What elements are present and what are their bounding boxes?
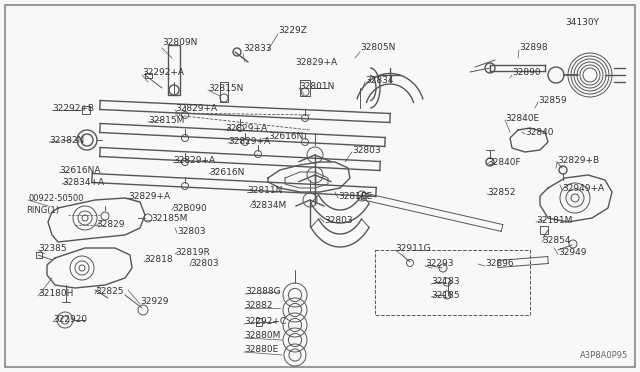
Text: RING(1): RING(1) bbox=[26, 205, 59, 215]
Text: 32292+A: 32292+A bbox=[142, 67, 184, 77]
Text: 32829+A: 32829+A bbox=[225, 124, 267, 132]
Text: 32185M: 32185M bbox=[151, 214, 188, 222]
Text: 32829+A: 32829+A bbox=[173, 155, 215, 164]
Text: 32818E: 32818E bbox=[338, 192, 372, 201]
Text: 32385: 32385 bbox=[38, 244, 67, 253]
Text: 32888G: 32888G bbox=[245, 288, 280, 296]
Text: A3P8A0P95: A3P8A0P95 bbox=[580, 351, 628, 360]
Text: 32815N: 32815N bbox=[208, 83, 243, 93]
Text: 32801N: 32801N bbox=[299, 81, 334, 90]
Text: 32929: 32929 bbox=[140, 298, 168, 307]
Text: 32180H: 32180H bbox=[38, 289, 74, 298]
Text: 32949: 32949 bbox=[558, 247, 586, 257]
Text: 32811N: 32811N bbox=[247, 186, 282, 195]
Text: 32834+A: 32834+A bbox=[62, 177, 104, 186]
Text: 32829: 32829 bbox=[96, 219, 125, 228]
Text: 32809N: 32809N bbox=[162, 38, 197, 46]
Text: 32803: 32803 bbox=[190, 260, 219, 269]
Text: 32382N: 32382N bbox=[49, 135, 84, 144]
Text: 32616N: 32616N bbox=[209, 167, 244, 176]
Text: 32880M: 32880M bbox=[244, 331, 280, 340]
Text: 32819R: 32819R bbox=[175, 247, 210, 257]
Text: 32890: 32890 bbox=[512, 67, 541, 77]
Text: 32616N: 32616N bbox=[268, 131, 303, 141]
Text: 32834M: 32834M bbox=[250, 201, 286, 209]
Text: 32818: 32818 bbox=[144, 256, 173, 264]
Text: 32898: 32898 bbox=[519, 42, 548, 51]
Text: 32829+B: 32829+B bbox=[557, 155, 599, 164]
Text: 32833: 32833 bbox=[243, 44, 271, 52]
Text: 3229Z: 3229Z bbox=[278, 26, 307, 35]
Text: 32815M: 32815M bbox=[148, 115, 184, 125]
Text: 32882: 32882 bbox=[244, 301, 273, 311]
Text: 32852: 32852 bbox=[487, 187, 515, 196]
Bar bbox=[375, 250, 530, 315]
Text: 32616NA: 32616NA bbox=[59, 166, 100, 174]
Text: 32840F: 32840F bbox=[487, 157, 520, 167]
Text: 32292+B: 32292+B bbox=[52, 103, 94, 112]
Text: 32803: 32803 bbox=[352, 145, 381, 154]
Text: 32854: 32854 bbox=[542, 235, 570, 244]
Text: 32834: 32834 bbox=[365, 76, 394, 84]
Text: 32825: 32825 bbox=[95, 288, 124, 296]
Text: 32880E: 32880E bbox=[244, 346, 278, 355]
Text: 32803: 32803 bbox=[324, 215, 353, 224]
Text: 32829+A: 32829+A bbox=[175, 103, 217, 112]
Text: 32803: 32803 bbox=[177, 227, 205, 235]
Text: 32949+A: 32949+A bbox=[562, 183, 604, 192]
Text: 32B090: 32B090 bbox=[172, 203, 207, 212]
Text: 32293: 32293 bbox=[425, 260, 454, 269]
Text: 32185: 32185 bbox=[431, 291, 460, 299]
Text: 32829+A: 32829+A bbox=[295, 58, 337, 67]
Text: 32911G: 32911G bbox=[395, 244, 431, 253]
Text: 32805N: 32805N bbox=[360, 42, 396, 51]
Text: 32859: 32859 bbox=[538, 96, 566, 105]
Text: 32183: 32183 bbox=[431, 278, 460, 286]
Text: 32181M: 32181M bbox=[536, 215, 572, 224]
Text: 32829+A: 32829+A bbox=[128, 192, 170, 201]
Text: 32840: 32840 bbox=[525, 128, 554, 137]
Text: 34130Y: 34130Y bbox=[565, 17, 599, 26]
Text: 32840E: 32840E bbox=[505, 113, 539, 122]
Text: 32896: 32896 bbox=[485, 260, 514, 269]
Text: 32829+A: 32829+A bbox=[228, 137, 270, 145]
Text: 322920: 322920 bbox=[53, 315, 87, 324]
Text: 32292+C: 32292+C bbox=[244, 317, 286, 327]
Text: 00922-50500: 00922-50500 bbox=[28, 193, 83, 202]
